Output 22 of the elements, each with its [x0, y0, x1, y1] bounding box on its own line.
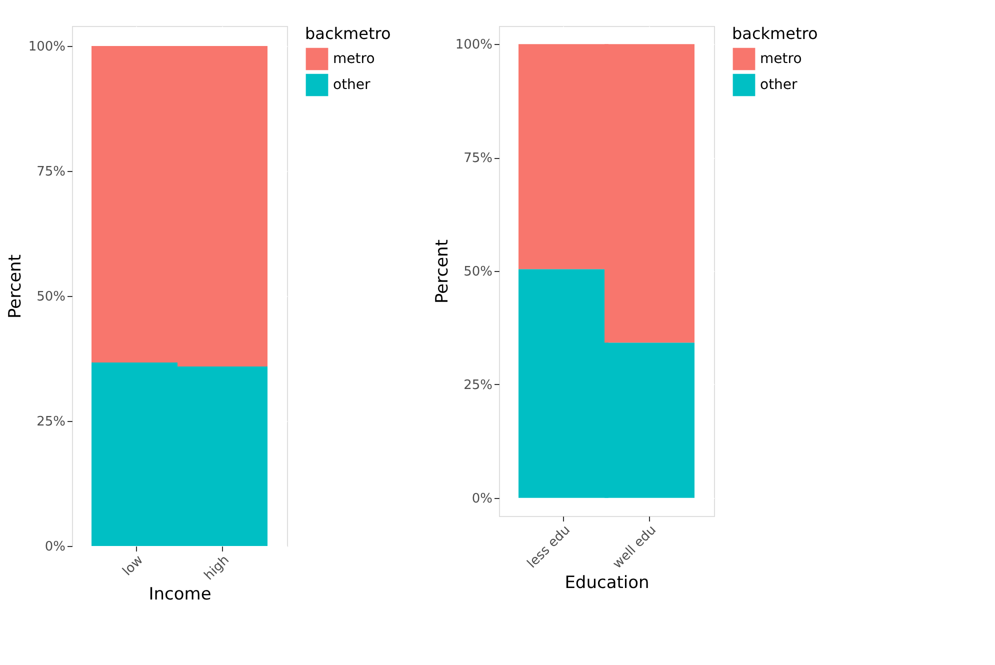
y-tick-label: 75%	[36, 164, 66, 180]
y-tick-label: 50%	[36, 290, 66, 304]
legend-label: metro	[760, 51, 802, 67]
y-tick-label: 100%	[455, 38, 492, 53]
x-tick-label: low	[120, 552, 147, 580]
legend-label: other	[333, 77, 371, 93]
y-tick-label: 50%	[464, 264, 492, 280]
legend-title: backmetro	[732, 24, 818, 43]
y-tick-label: 100%	[28, 40, 66, 54]
y-tick-label: 0%	[44, 540, 66, 554]
x-axis-title: Education	[564, 573, 650, 594]
y-tick-label: 25%	[464, 378, 492, 393]
y-tick-label: 0%	[472, 491, 492, 506]
legend-title: backmetro	[305, 24, 391, 43]
y-tick-label: 75%	[464, 151, 492, 166]
y-axis-title: Percent	[5, 254, 26, 318]
x-tick-label: less edu	[524, 522, 574, 572]
legend-label: other	[760, 77, 798, 93]
y-tick-label: 25%	[36, 414, 66, 430]
y-axis-title: Percent	[432, 239, 452, 304]
x-axis-title: Income	[148, 584, 212, 605]
legend-label: metro	[333, 51, 375, 67]
